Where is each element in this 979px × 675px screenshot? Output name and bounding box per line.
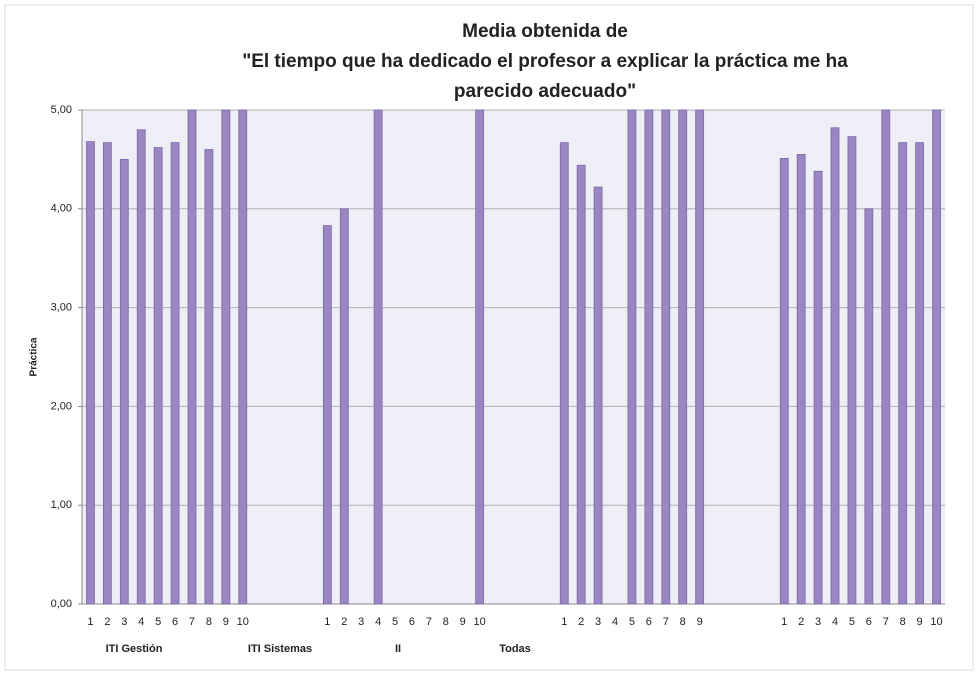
bar (644, 109, 654, 605)
group-label: Todas (499, 643, 531, 655)
x-tick-label: 7 (663, 616, 669, 628)
x-tick-label: 6 (646, 616, 652, 628)
x-tick-label: 2 (578, 616, 584, 628)
bar (661, 109, 671, 605)
chart-title: Media obtenida de (462, 21, 628, 42)
bar (559, 142, 569, 605)
x-tick-label: 7 (189, 616, 195, 628)
bar (796, 154, 806, 605)
x-tick-label: 9 (917, 616, 923, 628)
y-tick-label: 1,00 (51, 499, 72, 511)
x-tick-label: 4 (612, 616, 618, 628)
bar (593, 186, 603, 605)
x-tick-label: 10 (474, 616, 486, 628)
bar (322, 225, 332, 605)
group-label: ITI Gestión (106, 643, 163, 655)
bar (881, 109, 891, 605)
bar (847, 136, 857, 605)
bar (170, 142, 180, 605)
chart-title: "El tiempo que ha dedicado el profesor a… (242, 51, 848, 72)
y-tick-label: 5,00 (51, 104, 72, 116)
chart-title: parecido adecuado" (454, 81, 636, 102)
bar (932, 109, 941, 605)
x-tick-label: 1 (561, 616, 567, 628)
x-tick-label: 7 (426, 616, 432, 628)
x-tick-label: 3 (121, 616, 127, 628)
x-tick-label: 5 (392, 616, 398, 628)
x-tick-label: 5 (155, 616, 161, 628)
x-tick-label: 2 (798, 616, 804, 628)
x-tick-label: 3 (595, 616, 601, 628)
bar (339, 208, 349, 605)
bar (119, 158, 129, 605)
bar (221, 109, 231, 605)
bar (153, 147, 163, 605)
x-tick-label: 9 (223, 616, 229, 628)
bar (86, 141, 95, 605)
bar (915, 142, 925, 605)
y-tick-label: 4,00 (51, 203, 72, 215)
bar (830, 127, 840, 605)
x-tick-label: 4 (375, 616, 381, 628)
bar (576, 164, 586, 605)
bar (475, 109, 485, 605)
x-tick-label: 8 (443, 616, 449, 628)
x-tick-label: 5 (849, 616, 855, 628)
bar (136, 129, 146, 605)
x-tick-label: 9 (460, 616, 466, 628)
x-tick-label: 7 (883, 616, 889, 628)
bar (627, 109, 637, 605)
y-axis-label: Práctica (29, 337, 40, 376)
x-tick-label: 6 (866, 616, 872, 628)
x-tick-label: 4 (832, 616, 838, 628)
bar (695, 109, 705, 605)
y-tick-label: 2,00 (51, 400, 72, 412)
bar (238, 109, 248, 605)
x-tick-label: 6 (172, 616, 178, 628)
x-tick-label: 9 (697, 616, 703, 628)
bar (373, 109, 383, 605)
bar (678, 109, 688, 605)
group-label: II (395, 643, 401, 655)
x-tick-label: 2 (104, 616, 110, 628)
group-label: ITI Sistemas (248, 643, 312, 655)
x-tick-label: 4 (138, 616, 144, 628)
x-tick-label: 8 (900, 616, 906, 628)
x-tick-label: 1 (87, 616, 93, 628)
y-tick-label: 0,00 (51, 598, 72, 610)
x-tick-label: 1 (324, 616, 330, 628)
x-tick-label: 5 (629, 616, 635, 628)
x-tick-label: 3 (815, 616, 821, 628)
x-tick-label: 8 (206, 616, 212, 628)
x-tick-label: 1 (781, 616, 787, 628)
y-tick-label: 3,00 (51, 302, 72, 314)
bar (813, 170, 823, 605)
bar (898, 142, 908, 605)
x-tick-label: 10 (930, 616, 942, 628)
bar (779, 158, 789, 605)
x-tick-label: 6 (409, 616, 415, 628)
x-tick-label: 2 (341, 616, 347, 628)
x-tick-label: 10 (237, 616, 249, 628)
bar (864, 208, 874, 605)
x-tick-label: 8 (680, 616, 686, 628)
bar (102, 142, 112, 605)
bar (187, 109, 197, 605)
x-tick-label: 3 (358, 616, 364, 628)
bar (204, 149, 214, 605)
